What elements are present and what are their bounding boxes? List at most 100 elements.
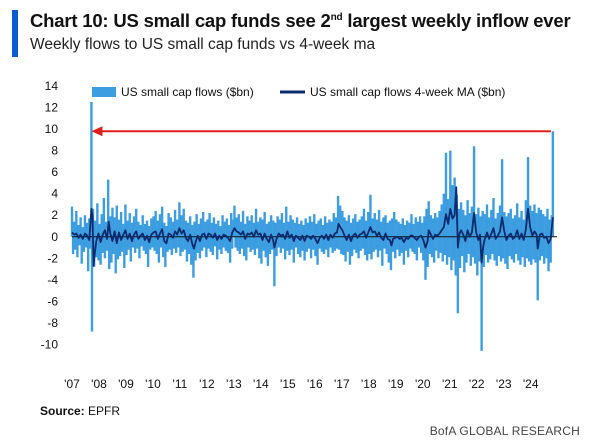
y-tick-label: -2 xyxy=(47,251,58,265)
flow-bar xyxy=(201,212,205,237)
flow-bar xyxy=(165,226,168,237)
flow-bar xyxy=(146,236,150,267)
flow-bar xyxy=(387,236,390,263)
flow-bar xyxy=(238,236,242,254)
y-tick-label: -10 xyxy=(41,337,59,351)
flow-bar xyxy=(364,220,368,237)
flow-bar xyxy=(507,213,510,237)
flow-bar xyxy=(370,236,373,260)
flow-bar xyxy=(149,236,152,250)
x-tick-label: '21 xyxy=(442,377,458,391)
flow-bar xyxy=(491,236,494,254)
flow-bar xyxy=(206,219,209,237)
x-tick-label: '23 xyxy=(496,377,512,391)
flow-bar xyxy=(440,204,443,237)
flow-bar xyxy=(540,236,544,257)
flow-bar xyxy=(288,236,291,256)
flow-bar xyxy=(432,236,436,263)
flow-bar xyxy=(408,222,411,237)
flow-bar xyxy=(302,224,305,237)
flow-bar xyxy=(119,212,123,237)
flow-bar xyxy=(476,236,479,276)
flow-bar xyxy=(532,236,535,260)
flow-bar xyxy=(412,223,415,237)
flow-bar xyxy=(368,236,371,254)
flow-bar xyxy=(82,236,86,252)
flow-bar xyxy=(300,220,303,237)
flow-bar xyxy=(75,210,78,237)
flow-bar xyxy=(439,236,442,253)
flow-bar xyxy=(78,236,81,246)
flow-bar xyxy=(183,236,186,250)
flow-bar xyxy=(187,236,191,254)
flow-bar xyxy=(277,236,280,248)
flow-bar xyxy=(527,236,531,262)
flow-bar xyxy=(105,236,109,251)
flow-bar xyxy=(336,195,340,237)
flow-bar xyxy=(234,236,237,248)
flow-bar xyxy=(424,236,427,280)
flow-bar xyxy=(418,216,422,237)
flow-bar xyxy=(350,236,354,257)
flow-bar xyxy=(523,236,526,267)
flow-bar xyxy=(472,146,476,237)
flow-bar xyxy=(517,236,520,261)
flow-bar xyxy=(132,216,136,237)
flow-bar xyxy=(130,222,134,237)
flow-bar xyxy=(154,210,157,237)
flow-bar xyxy=(293,222,297,237)
flow-bar xyxy=(89,236,92,249)
flow-bar xyxy=(329,236,332,248)
flow-bar xyxy=(231,236,234,249)
flow-bar xyxy=(259,217,262,237)
flow-bar xyxy=(395,219,398,237)
flow-bar xyxy=(135,208,138,237)
flow-bar xyxy=(144,236,148,254)
flow-bar xyxy=(282,222,286,237)
flow-bar xyxy=(320,236,324,252)
flow-bar xyxy=(162,236,165,258)
flow-bar xyxy=(359,236,362,251)
flow-bar xyxy=(240,236,244,249)
x-tick-label: '16 xyxy=(307,377,323,391)
flow-bar xyxy=(159,236,163,248)
flow-bar xyxy=(197,223,201,237)
flow-bar xyxy=(139,224,142,237)
flow-bar xyxy=(262,236,265,251)
flow-bar xyxy=(118,236,122,257)
flow-bar xyxy=(399,223,402,237)
flow-bar xyxy=(305,236,308,252)
flow-bar xyxy=(371,218,374,237)
flow-bar xyxy=(381,236,384,266)
flow-bar xyxy=(123,236,126,268)
y-tick-label: 6 xyxy=(51,165,58,179)
flow-bar xyxy=(220,236,223,254)
flow-bar xyxy=(342,236,345,256)
flow-bar xyxy=(322,236,326,254)
flow-bar xyxy=(279,236,283,253)
flow-bar xyxy=(70,206,74,237)
chart-subtitle: Weekly flows to US small cap funds vs 4-… xyxy=(30,36,376,53)
flow-bar xyxy=(221,215,224,237)
flow-bar xyxy=(539,209,543,237)
flow-bar xyxy=(137,221,140,237)
flow-bar xyxy=(285,206,288,237)
flow-bar xyxy=(71,236,75,254)
flow-bar xyxy=(190,236,193,265)
flow-bar xyxy=(214,223,218,237)
flow-bar xyxy=(487,217,491,237)
flow-bar xyxy=(204,221,207,237)
flow-bar xyxy=(299,236,302,258)
flow-bar xyxy=(271,236,274,250)
flow-bar xyxy=(307,236,311,249)
flow-bar xyxy=(478,236,481,262)
flow-bar xyxy=(375,219,379,237)
flow-bar xyxy=(242,236,246,257)
flow-bar xyxy=(275,236,278,257)
flow-bar xyxy=(291,219,294,237)
flow-bar xyxy=(145,220,149,237)
flow-bar xyxy=(448,236,451,258)
flow-bar xyxy=(255,236,259,249)
flow-bar xyxy=(361,236,365,249)
flow-bar xyxy=(120,236,124,252)
